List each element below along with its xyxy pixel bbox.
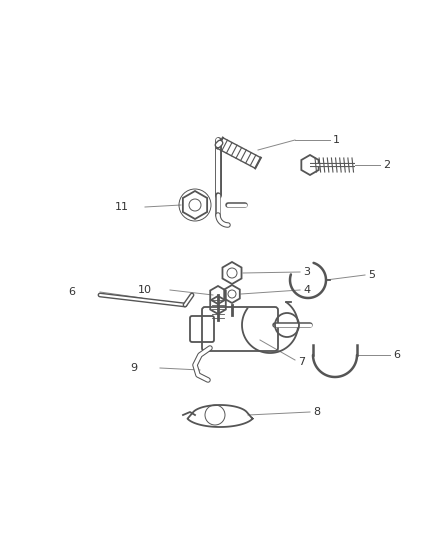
Text: 3: 3 xyxy=(303,267,310,277)
Text: 1: 1 xyxy=(333,135,340,145)
Text: 5: 5 xyxy=(368,270,375,280)
Text: 10: 10 xyxy=(138,285,152,295)
Text: 2: 2 xyxy=(383,160,390,170)
Text: 4: 4 xyxy=(303,285,310,295)
Text: 6: 6 xyxy=(393,350,400,360)
Text: 8: 8 xyxy=(313,407,320,417)
Text: 11: 11 xyxy=(115,202,129,212)
Text: 7: 7 xyxy=(298,357,305,367)
Text: 6: 6 xyxy=(68,287,75,297)
Text: 9: 9 xyxy=(130,363,137,373)
